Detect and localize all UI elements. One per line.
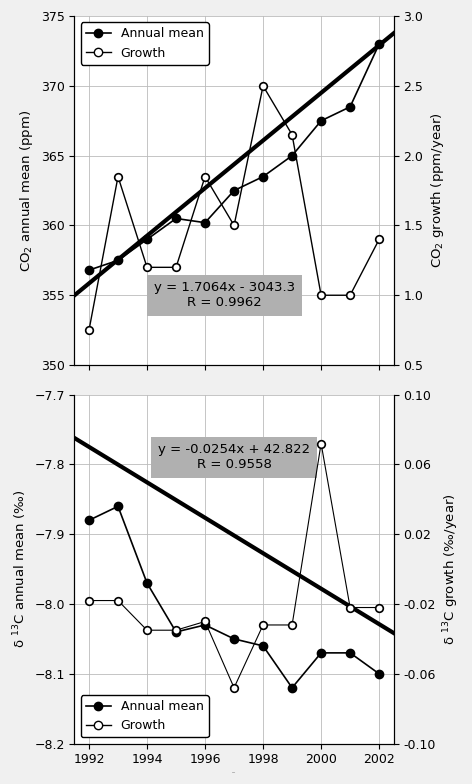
Legend: Annual mean, Growth: Annual mean, Growth [81, 695, 209, 737]
X-axis label: Year: Year [233, 772, 236, 773]
Text: y = 1.7064x - 3043.3
R = 0.9962: y = 1.7064x - 3043.3 R = 0.9962 [154, 281, 295, 309]
Text: y = -0.0254x + 42.822
R = 0.9558: y = -0.0254x + 42.822 R = 0.9558 [158, 444, 310, 471]
Y-axis label: δ $^{13}$C annual mean (‰): δ $^{13}$C annual mean (‰) [11, 490, 29, 648]
Y-axis label: CO$_2$ growth (ppm/year): CO$_2$ growth (ppm/year) [429, 113, 446, 268]
Legend: Annual mean, Growth: Annual mean, Growth [81, 23, 209, 64]
Y-axis label: CO$_2$ annual mean (ppm): CO$_2$ annual mean (ppm) [18, 110, 35, 272]
Y-axis label: δ $^{13}$C growth (‰/year): δ $^{13}$C growth (‰/year) [441, 493, 461, 645]
